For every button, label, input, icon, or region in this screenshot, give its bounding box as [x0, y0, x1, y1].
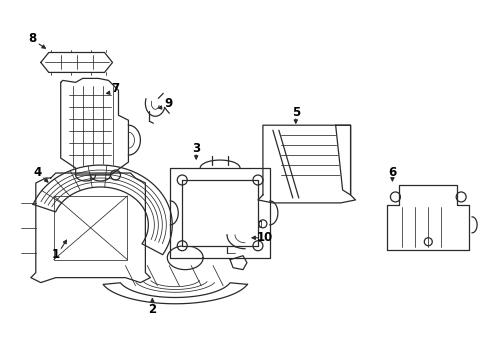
Text: 3: 3: [192, 141, 200, 155]
Text: 9: 9: [164, 97, 172, 110]
Polygon shape: [103, 283, 247, 304]
Polygon shape: [31, 173, 150, 283]
Text: 10: 10: [256, 231, 272, 244]
Polygon shape: [54, 196, 127, 260]
Polygon shape: [386, 185, 468, 250]
Text: 5: 5: [291, 106, 299, 119]
Polygon shape: [258, 125, 355, 203]
Polygon shape: [170, 168, 269, 258]
Text: 6: 6: [387, 166, 396, 179]
Polygon shape: [33, 165, 172, 255]
Text: 2: 2: [148, 303, 156, 316]
Text: 4: 4: [34, 166, 42, 179]
Polygon shape: [229, 256, 246, 270]
Text: 1: 1: [52, 248, 60, 261]
Text: 8: 8: [29, 32, 37, 45]
Polygon shape: [335, 125, 350, 195]
Polygon shape: [61, 78, 128, 175]
Text: 7: 7: [111, 82, 120, 95]
Polygon shape: [41, 53, 112, 72]
Polygon shape: [182, 180, 258, 246]
